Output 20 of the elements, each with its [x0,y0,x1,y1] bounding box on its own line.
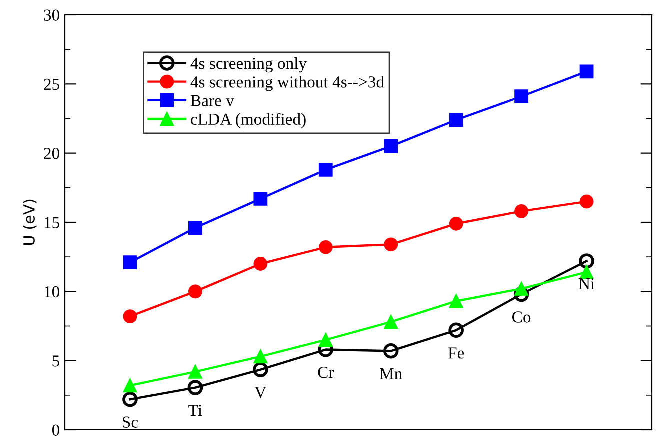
y-tick-label: 25 [44,78,60,90]
y-tick-label: 0 [52,424,60,436]
annotation: Ni [578,278,595,290]
annotation: V [254,387,266,398]
y-tick-label: 20 [44,148,60,160]
annotation: Sc [123,416,138,428]
legend-label: Bare v [190,95,234,106]
y-tick-label: 15 [44,217,60,228]
annotation: Cr [318,366,334,378]
y-tick-label: 5 [52,356,60,367]
y-tick-label: 10 [44,286,60,298]
legend-label: 4s screening without 4s-->3d [190,76,384,92]
y-tick-label: 30 [44,10,60,21]
annotation: Mn [380,368,402,380]
annotation: Co [512,312,531,323]
legend-label: 4s screening only [190,57,308,73]
y-axis-title: U (eV) [23,200,37,246]
annotation: Fe [448,348,464,359]
legend-label: cLDA (modified) [191,113,306,128]
annotation: Ti [188,405,202,416]
